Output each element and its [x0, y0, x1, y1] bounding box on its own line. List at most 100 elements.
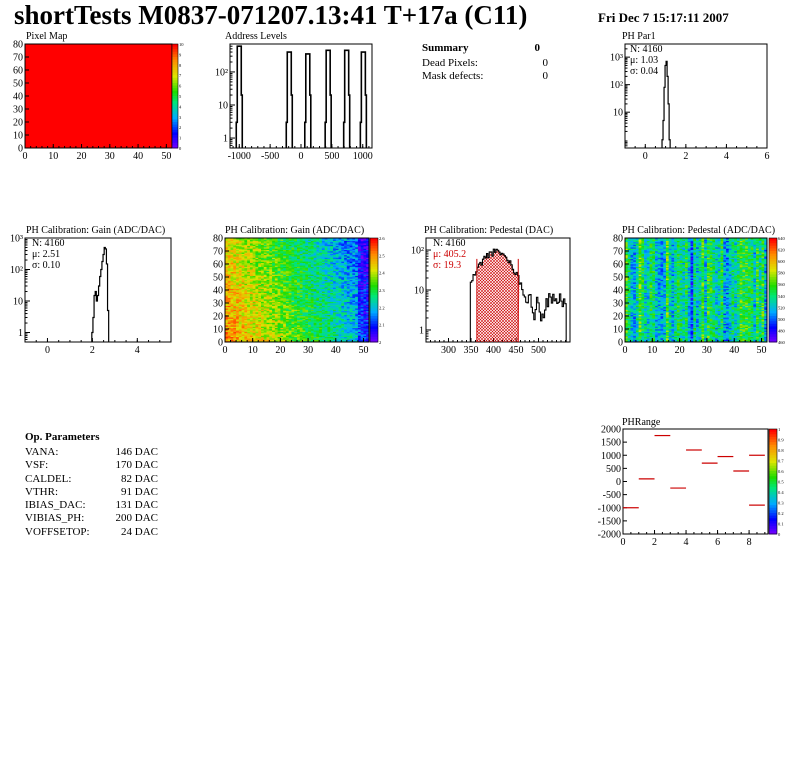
x-tick-label: 400	[486, 345, 501, 356]
palette-label: 8	[179, 63, 182, 68]
palette-band	[172, 119, 178, 123]
y-tick-label: 1500	[601, 438, 621, 449]
palette-band	[370, 266, 378, 270]
palette-label: 4	[179, 104, 182, 109]
palette-band	[370, 326, 378, 330]
palette-frame	[171, 43, 179, 149]
x-tick-label: 0	[623, 345, 628, 356]
palette-band	[769, 282, 777, 286]
x-tick-label: 0	[223, 345, 228, 356]
x-tick-label: 40	[133, 151, 143, 162]
ph-pedestal-map-title: PH Calibration: Pedestal (ADC/DAC)	[622, 225, 776, 236]
palette-band	[769, 478, 777, 482]
palette-band	[370, 243, 378, 247]
palette-band	[769, 303, 777, 307]
palette-band	[172, 59, 178, 63]
address-level-peak	[285, 51, 294, 148]
y-tick-label: 10²	[215, 67, 228, 78]
palette-band	[172, 124, 178, 128]
ph-pedestal-1d-title: PH Calibration: Pedestal (DAC)	[424, 225, 554, 236]
ph-range-title: PHRange	[622, 417, 661, 428]
palette-band	[370, 248, 378, 252]
palette-band	[769, 526, 777, 530]
palette-label: 3	[179, 115, 182, 120]
palette-band	[769, 297, 777, 301]
palette-band	[172, 116, 178, 120]
palette-band	[172, 85, 178, 89]
palette-band	[769, 434, 777, 438]
palette-band	[769, 245, 777, 249]
y-tick-label: 1000	[601, 451, 621, 462]
op-param-value: 170 DAC	[115, 459, 158, 472]
palette-label: 2.5	[379, 253, 385, 258]
palette-label: 0.7	[778, 459, 784, 464]
palette-band	[769, 329, 777, 333]
y-tick-label: 2000	[601, 425, 621, 436]
palette-band	[370, 303, 378, 307]
op-param-row: CALDEL: 82 DAC	[25, 473, 175, 486]
palette-band	[172, 49, 178, 53]
palette-band	[769, 502, 777, 506]
op-param-value: 200 DAC	[115, 512, 158, 525]
x-tick-label: 0	[23, 151, 28, 162]
palette-band	[769, 455, 777, 459]
x-tick-label: 450	[509, 345, 524, 356]
y-tick-label: 500	[606, 464, 621, 475]
palette-label: 0.2	[778, 511, 784, 516]
x-tick-label: 40	[729, 345, 739, 356]
x-tick-label: 6	[715, 537, 720, 545]
palette-band	[769, 258, 777, 262]
palette-band	[769, 318, 777, 322]
palette-label: 500	[778, 317, 786, 322]
palette-label: 580	[778, 271, 786, 276]
palette-band	[769, 339, 777, 343]
y-tick-label: 70	[213, 247, 223, 258]
palette-band	[172, 54, 178, 58]
op-param-label: VIBIAS_PH:	[25, 512, 85, 525]
palette-band	[370, 258, 378, 262]
palette-label: 0.5	[778, 480, 784, 485]
pixel-map-title: Pixel Map	[26, 31, 68, 42]
y-tick-label: 70	[613, 247, 623, 258]
palette-band	[370, 238, 378, 242]
x-tick-label: 0	[299, 151, 304, 162]
palette-band	[769, 336, 777, 340]
palette-band	[769, 429, 777, 433]
palette-band	[370, 287, 378, 291]
op-param-label: VOFFSETOP:	[25, 525, 90, 538]
palette-band	[370, 245, 378, 249]
y-tick-label: 60	[213, 260, 223, 271]
palette-label: 2.6	[379, 236, 385, 241]
palette-band	[769, 436, 777, 440]
y-tick-label: -1500	[598, 516, 621, 527]
op-param-label: CALDEL:	[25, 472, 72, 485]
palette-band	[370, 261, 378, 265]
palette-band	[172, 98, 178, 102]
address-levels-chart: -1000 -500 0 500 1000 1 10 10²	[215, 43, 373, 162]
palette-band	[172, 75, 178, 79]
palette-band	[769, 310, 777, 314]
y-tick-label: 50	[613, 273, 623, 284]
palette-band	[172, 93, 178, 97]
y-tick-label: 60	[13, 66, 23, 77]
y-tick-label: 30	[213, 299, 223, 310]
palette-band	[769, 465, 777, 469]
palette-label: 5	[179, 94, 182, 99]
y-tick-label: 10	[218, 100, 228, 111]
palette-band	[769, 484, 777, 488]
palette-band	[769, 253, 777, 257]
palette-band	[172, 137, 178, 141]
palette-label: 520	[778, 305, 786, 310]
pedestal-hatched-area	[476, 249, 520, 342]
y-tick-label: 10	[13, 131, 23, 142]
palette-band	[172, 103, 178, 107]
palette-band	[172, 109, 178, 113]
y-tick-label: 1	[223, 134, 228, 145]
y-tick-label: 40	[213, 286, 223, 297]
palette-band	[769, 452, 777, 456]
op-param-value: 24 DAC	[121, 525, 158, 538]
y-tick-label: 40	[13, 92, 23, 103]
op-param-row: VOFFSETOP: 24 DAC	[25, 526, 175, 539]
x-tick-label: 10	[647, 345, 657, 356]
